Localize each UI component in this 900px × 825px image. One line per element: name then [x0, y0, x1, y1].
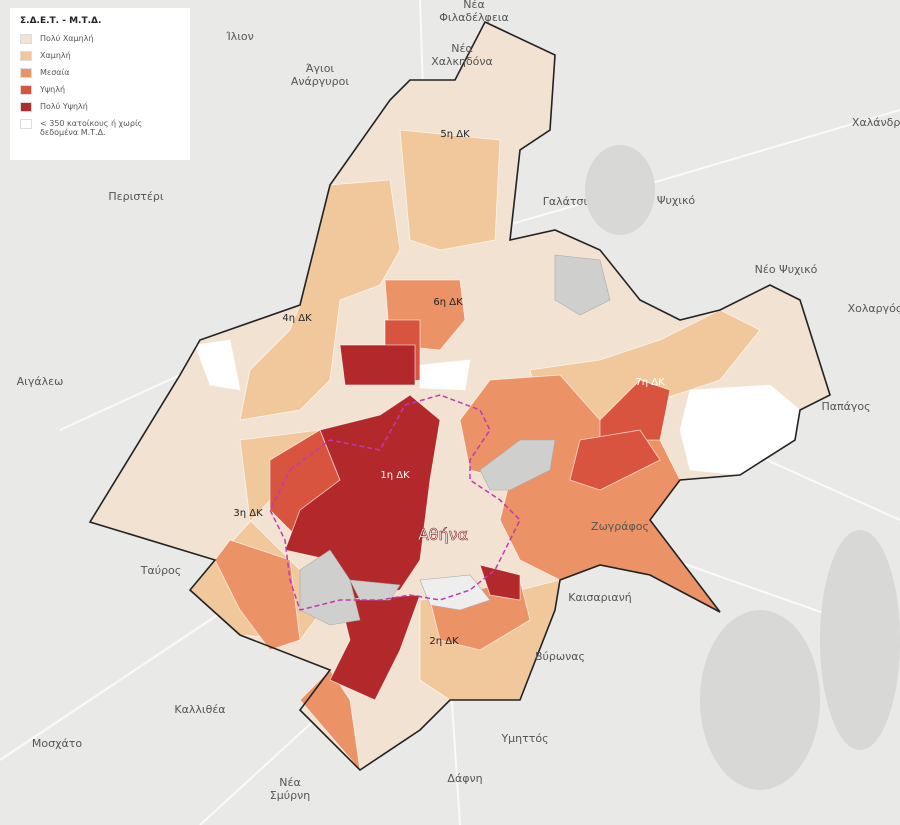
- place-label-line: Νέα: [279, 776, 300, 789]
- legend-label: Πολύ Υψηλή: [40, 102, 88, 111]
- place-label: Άγιοι Ανάργυροι: [291, 62, 349, 88]
- choropleth: [89, 21, 831, 772]
- map-area: [679, 384, 801, 476]
- place-label-line: Ζωγράφος: [591, 520, 649, 533]
- legend-label: Πολύ Χαμηλή: [40, 34, 94, 43]
- place-label-line: Παπάγος: [821, 400, 870, 413]
- legend-items: Πολύ Χαμηλή Χαμηλή Μεσαία Υψηλή Πολύ Υψηλή < …: [20, 34, 180, 137]
- hills: [585, 145, 900, 790]
- map-area: [239, 179, 401, 421]
- map-area: [569, 429, 661, 491]
- no-data-hills: [299, 254, 611, 626]
- place-label: Καισαριανή: [568, 591, 632, 604]
- hill-area: [419, 574, 491, 611]
- place-label-line: Αιγάλεω: [17, 375, 64, 388]
- legend-swatch: [20, 34, 32, 44]
- place-label: Ζωγράφος: [591, 520, 649, 533]
- place-label: Νέο Ψυχικό: [755, 263, 818, 276]
- place-label: Ψυχικό: [657, 194, 696, 207]
- place-label: Χολαργός: [848, 302, 900, 315]
- legend-item: Πολύ Χαμηλή: [20, 34, 180, 44]
- legend-swatch: [20, 102, 32, 112]
- place-label: Γαλάτσι: [543, 195, 588, 208]
- place-label-line: Σμύρνη: [270, 789, 310, 802]
- hill-area: [349, 579, 401, 601]
- place-label-line: Υμηττός: [500, 732, 548, 745]
- hill: [820, 530, 900, 750]
- place-label-line: Καισαριανή: [568, 591, 632, 604]
- map-area: [299, 669, 361, 772]
- place-label-line: Δάφνη: [447, 772, 482, 785]
- district-label: 6η ΔΚ: [433, 297, 463, 308]
- place-label: Αιγάλεω: [17, 375, 64, 388]
- place-label-line: Ταύρος: [140, 564, 182, 577]
- place-label: Καλλιθέα: [174, 703, 225, 716]
- municipality-boundary: [88, 20, 831, 772]
- map-area: [194, 339, 241, 391]
- map-area: [419, 359, 471, 391]
- place-label: Βύρωνας: [535, 650, 585, 663]
- center-boundary: [269, 394, 521, 611]
- map-area: [284, 394, 441, 601]
- legend-swatch: [20, 119, 32, 129]
- legend-label: Μεσαία: [40, 68, 70, 77]
- city-label: Αθήνα: [418, 525, 468, 544]
- hill-area: [554, 254, 611, 316]
- place-label: Υμηττός: [500, 732, 548, 745]
- place-label-line: Ψυχικό: [657, 194, 696, 207]
- hill: [585, 145, 655, 235]
- legend-swatch: [20, 51, 32, 61]
- map-area: [399, 129, 501, 251]
- legend-title: Σ.Δ.Ε.Τ. - Μ.Τ.Δ.: [20, 16, 102, 26]
- place-label: Περιστέρι: [108, 190, 163, 203]
- place-label: Δάφνη: [447, 772, 482, 785]
- legend-label: < 350 κατοίκους ή χωρίς δεδομένα Μ.Τ.Δ.: [40, 119, 143, 137]
- hill: [700, 610, 820, 790]
- place-label-line: Φιλαδέλφεια: [439, 11, 509, 24]
- district-label: 7η ΔΚ: [635, 377, 665, 388]
- district-label: 2η ΔΚ: [429, 636, 459, 647]
- legend-item: Μεσαία: [20, 68, 180, 78]
- legend-item: Υψηλή: [20, 85, 180, 95]
- district-label: 1η ΔΚ: [380, 470, 410, 481]
- place-label-line: Γαλάτσι: [543, 195, 588, 208]
- place-label-line: Νέα: [463, 0, 484, 11]
- place-label-line: Άγιοι: [306, 62, 335, 75]
- district-label: 4η ΔΚ: [282, 313, 312, 324]
- place-label-line: Χολαργός: [848, 302, 900, 315]
- hill-area: [479, 439, 556, 491]
- legend-item: < 350 κατοίκους ή χωρίς δεδομένα Μ.Τ.Δ.: [20, 119, 180, 137]
- place-label: Μοσχάτο: [32, 737, 82, 750]
- place-label-line: Νέο Ψυχικό: [755, 263, 818, 276]
- legend-item: Χαμηλή: [20, 51, 180, 61]
- place-label: Νέα Χαλκηδόνα: [431, 42, 493, 68]
- legend: Σ.Δ.Ε.Τ. - Μ.Τ.Δ. Πολύ Χαμηλή Χαμηλή Μεσαί…: [10, 8, 190, 160]
- place-label-line: Καλλιθέα: [174, 703, 225, 716]
- legend-swatch: [20, 68, 32, 78]
- place-label: Ταύρος: [140, 564, 182, 577]
- place-label: Χαλάνδρι: [852, 116, 900, 129]
- place-label: Παπάγος: [821, 400, 870, 413]
- place-label-line: Χαλάνδρι: [852, 116, 900, 129]
- legend-swatch: [20, 85, 32, 95]
- district-label: 5η ΔΚ: [440, 129, 470, 140]
- map-area: [339, 344, 416, 386]
- place-label: Ίλιον: [225, 30, 254, 43]
- place-label-line: Βύρωνας: [535, 650, 585, 663]
- legend-label: Υψηλή: [40, 85, 66, 94]
- district-label: 3η ΔΚ: [233, 508, 263, 519]
- legend-label: Χαμηλή: [40, 51, 71, 60]
- place-label-line: Ανάργυροι: [291, 75, 349, 88]
- place-label-line: Νέα: [451, 42, 472, 55]
- place-label: Νέα Σμύρνη: [270, 776, 310, 802]
- place-label-line: Χαλκηδόνα: [431, 55, 493, 68]
- place-label-line: Ίλιον: [225, 30, 254, 43]
- place-label-line: Μοσχάτο: [32, 737, 82, 750]
- place-label-line: Περιστέρι: [108, 190, 163, 203]
- place-label: Νέα Φιλαδέλφεια: [439, 0, 509, 24]
- legend-item: Πολύ Υψηλή: [20, 102, 180, 112]
